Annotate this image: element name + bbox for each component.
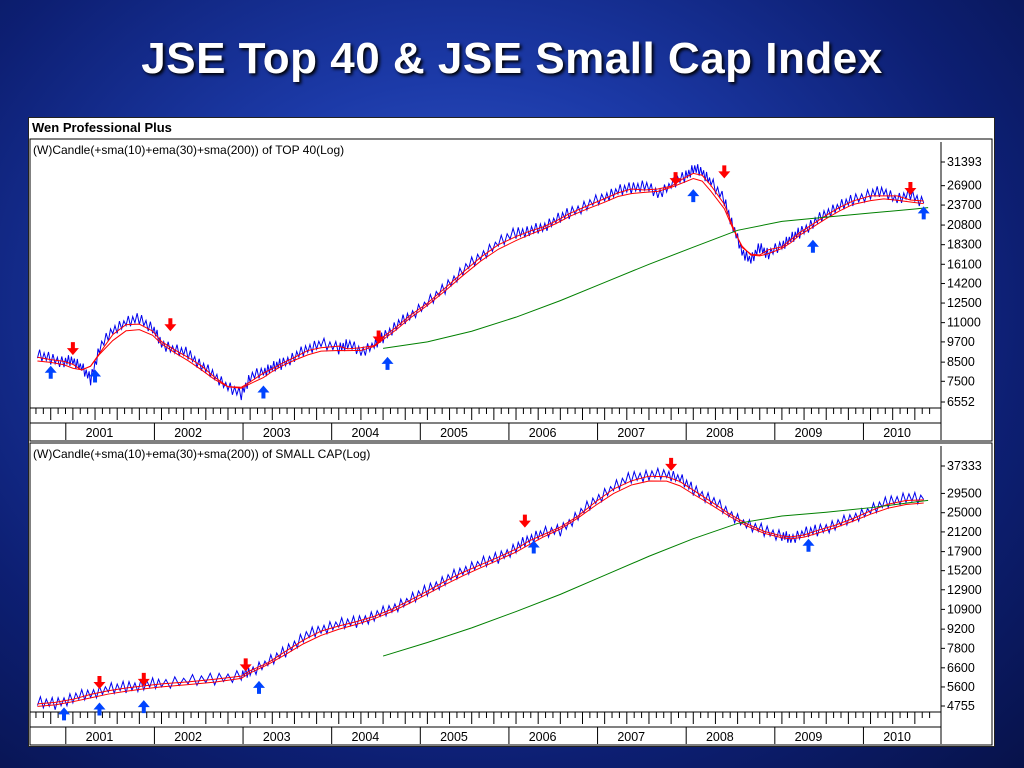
sma10-line bbox=[37, 475, 924, 705]
y-tick-label: 7800 bbox=[947, 641, 975, 655]
x-year-label: 2004 bbox=[351, 426, 379, 440]
sma200-line bbox=[382, 499, 929, 657]
chart-canvas: (W)Candle(+sma(10)+ema(30)+sma(200)) of … bbox=[29, 138, 993, 746]
x-year-label: 2010 bbox=[883, 730, 911, 744]
sell-arrow bbox=[518, 514, 531, 528]
panel-smallcap bbox=[29, 442, 993, 746]
x-year-label: 2009 bbox=[795, 426, 823, 440]
sell-arrow bbox=[665, 457, 678, 471]
sell-arrow bbox=[137, 672, 150, 686]
y-tick-label: 5600 bbox=[947, 680, 975, 694]
buy-arrow bbox=[806, 239, 819, 253]
buy-arrow bbox=[58, 707, 71, 721]
buy-arrow bbox=[802, 538, 815, 552]
sell-arrow bbox=[164, 318, 177, 332]
y-tick-label: 23700 bbox=[947, 198, 982, 212]
y-tick-label: 14200 bbox=[947, 277, 982, 291]
sell-arrow bbox=[372, 330, 385, 344]
y-tick-label: 31393 bbox=[947, 155, 982, 169]
chart-window: Wen Professional Plus (W)Candle(+sma(10)… bbox=[28, 117, 995, 747]
x-year-label: 2002 bbox=[174, 426, 202, 440]
buy-arrow bbox=[44, 365, 57, 379]
sma10-line bbox=[37, 172, 924, 388]
buy-arrow bbox=[917, 206, 930, 220]
ema30-line bbox=[37, 178, 924, 389]
x-year-label: 2002 bbox=[174, 730, 202, 744]
y-tick-label: 26900 bbox=[947, 179, 982, 193]
x-year-label: 2009 bbox=[795, 730, 823, 744]
x-year-label: 2001 bbox=[86, 730, 114, 744]
y-tick-label: 6600 bbox=[947, 661, 975, 675]
app-title: Wen Professional Plus bbox=[32, 120, 172, 135]
ema30-line bbox=[37, 480, 924, 707]
y-tick-label: 6552 bbox=[947, 395, 975, 409]
price-candles bbox=[36, 466, 925, 710]
y-tick-label: 12500 bbox=[947, 296, 982, 310]
y-tick-label: 9700 bbox=[947, 335, 975, 349]
x-year-label: 2003 bbox=[263, 730, 291, 744]
buy-arrow bbox=[93, 702, 106, 716]
sell-arrow bbox=[66, 342, 79, 356]
x-year-label: 2010 bbox=[883, 426, 911, 440]
sell-arrow bbox=[669, 172, 682, 186]
y-tick-label: 7500 bbox=[947, 374, 975, 388]
y-tick-label: 18300 bbox=[947, 238, 982, 252]
x-year-label: 2006 bbox=[529, 730, 557, 744]
y-tick-label: 17900 bbox=[947, 545, 982, 559]
buy-arrow bbox=[381, 356, 394, 370]
sell-arrow bbox=[239, 658, 252, 672]
y-tick-label: 16100 bbox=[947, 257, 982, 271]
y-tick-label: 4755 bbox=[947, 699, 975, 713]
x-year-label: 2008 bbox=[706, 730, 734, 744]
panel-top40 bbox=[29, 138, 993, 442]
y-tick-label: 10900 bbox=[947, 602, 982, 616]
buy-arrow bbox=[253, 680, 265, 694]
y-tick-label: 37333 bbox=[947, 459, 982, 473]
y-tick-label: 20800 bbox=[947, 218, 982, 232]
buy-arrow bbox=[527, 540, 540, 554]
y-tick-label: 12900 bbox=[947, 583, 982, 597]
y-tick-label: 15200 bbox=[947, 564, 982, 578]
x-year-label: 2006 bbox=[529, 426, 557, 440]
slide-title: JSE Top 40 & JSE Small Cap Index bbox=[141, 34, 883, 83]
y-tick-label: 9200 bbox=[947, 622, 975, 636]
x-year-label: 2008 bbox=[706, 426, 734, 440]
buy-arrow bbox=[137, 700, 150, 714]
buy-arrow bbox=[687, 189, 700, 203]
price-candles bbox=[36, 164, 925, 401]
panel-title-smallcap: (W)Candle(+sma(10)+ema(30)+sma(200)) of … bbox=[33, 447, 370, 461]
buy-arrow bbox=[89, 369, 102, 383]
x-year-label: 2001 bbox=[86, 426, 114, 440]
y-tick-label: 21200 bbox=[947, 525, 982, 539]
y-tick-label: 25000 bbox=[947, 506, 982, 520]
y-tick-label: 11000 bbox=[947, 316, 981, 330]
sma200-line bbox=[383, 207, 929, 349]
buy-arrow bbox=[257, 385, 270, 399]
x-year-label: 2004 bbox=[351, 730, 379, 744]
y-tick-label: 8500 bbox=[947, 355, 975, 369]
sell-arrow bbox=[718, 165, 731, 179]
y-tick-label: 29500 bbox=[947, 486, 982, 500]
sell-arrow bbox=[904, 182, 917, 196]
panel-title-top40: (W)Candle(+sma(10)+ema(30)+sma(200)) of … bbox=[33, 143, 344, 157]
x-year-label: 2007 bbox=[617, 426, 645, 440]
x-year-label: 2007 bbox=[617, 730, 645, 744]
x-year-label: 2005 bbox=[440, 730, 468, 744]
x-year-label: 2005 bbox=[440, 426, 468, 440]
sell-arrow bbox=[93, 676, 106, 690]
x-year-label: 2003 bbox=[263, 426, 291, 440]
